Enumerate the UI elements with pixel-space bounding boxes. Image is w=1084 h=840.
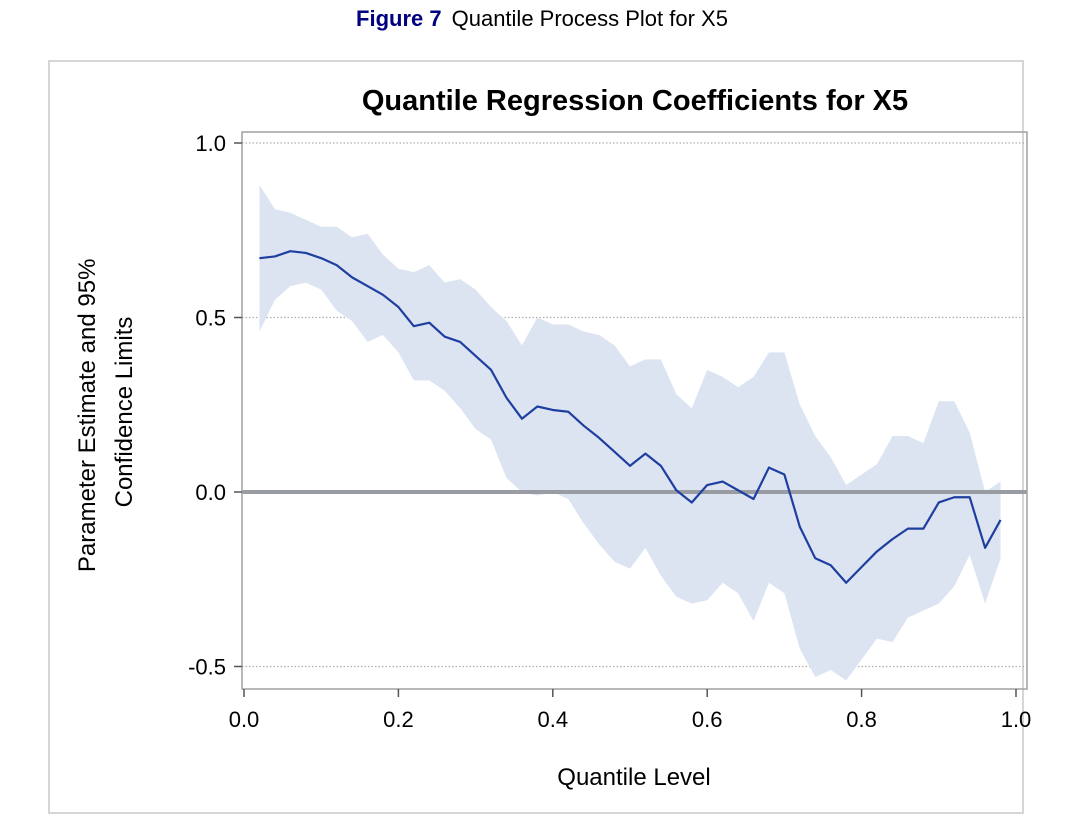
chart-frame bbox=[48, 60, 1024, 814]
y-tick-label: 1.0 bbox=[195, 131, 226, 156]
x-tick-label: 0.4 bbox=[538, 707, 569, 732]
figure-number: Figure 7 bbox=[356, 6, 442, 31]
tick-layer: -0.5 0.0 0.5 1.0 0.0 0.2 0.4 0.6 0.8 1.0 bbox=[188, 131, 1031, 732]
x-tick-label: 0.2 bbox=[383, 707, 414, 732]
x-tick-label: 0.0 bbox=[229, 707, 260, 732]
y-axis-title-line-1: Parameter Estimate and 95% bbox=[74, 259, 101, 573]
confidence-band bbox=[259, 184, 1001, 681]
x-tick-label: 0.6 bbox=[692, 707, 723, 732]
plot-area-border bbox=[241, 131, 1028, 690]
y-axis-title-line-2: Confidence Limits bbox=[111, 317, 138, 508]
chart-title: Quantile Regression Coefficients for X5 bbox=[362, 85, 908, 117]
x-tick-label: 0.8 bbox=[846, 707, 877, 732]
x-tick-label: 1.0 bbox=[1001, 707, 1032, 732]
estimate-line bbox=[259, 250, 1002, 584]
y-tick-label: 0.5 bbox=[195, 306, 226, 331]
y-tick-label: 0.0 bbox=[195, 480, 226, 505]
estimate-line-layer bbox=[259, 250, 1002, 584]
y-axis-title: Parameter Estimate and 95% Confidence Li… bbox=[74, 252, 138, 572]
x-axis-title: Quantile Level bbox=[557, 764, 710, 791]
y-tick-label: -0.5 bbox=[188, 655, 226, 680]
axes bbox=[241, 131, 1028, 690]
figure-caption: Figure 7 Quantile Process Plot for X5 bbox=[0, 6, 1084, 32]
confidence-band-layer bbox=[259, 184, 1001, 681]
figure-caption-text: Quantile Process Plot for X5 bbox=[451, 6, 728, 31]
